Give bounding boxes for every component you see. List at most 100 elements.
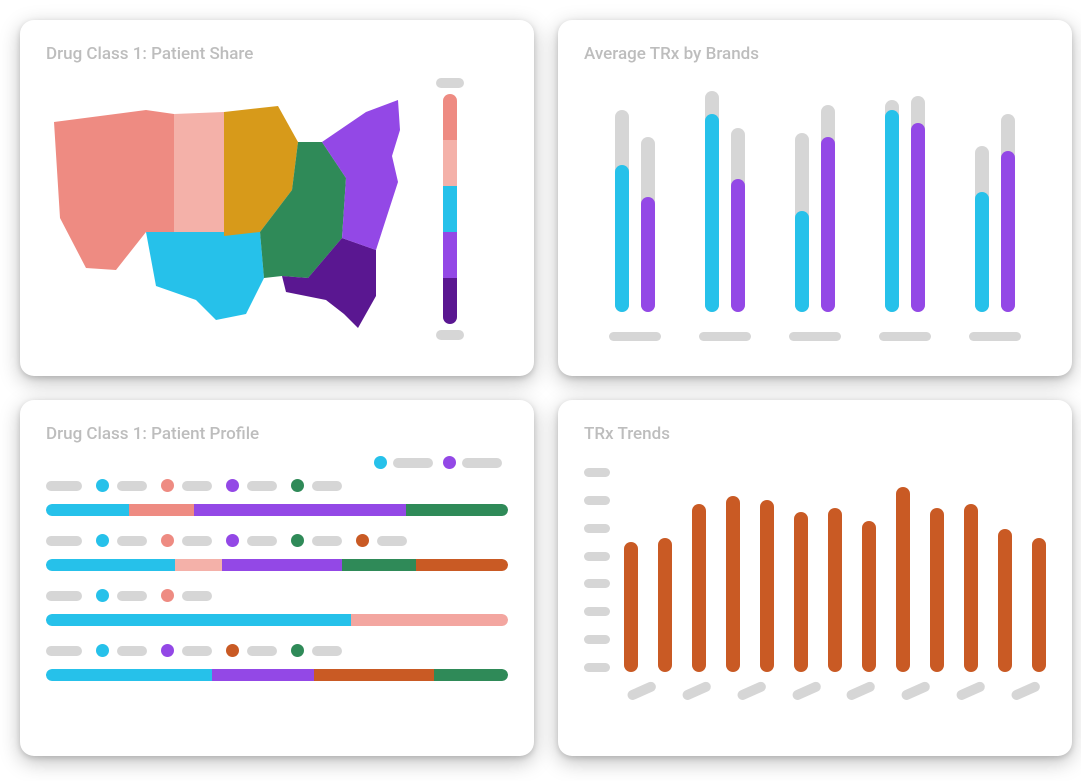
x-label-placeholder [609, 332, 661, 341]
bar-segment [406, 504, 508, 516]
legend-label-placeholder [462, 458, 502, 468]
trend-bar [828, 508, 842, 672]
colorbar-gradient [443, 94, 457, 324]
bar-segment [416, 559, 508, 571]
category-label-placeholder [182, 481, 212, 491]
trend-bar [896, 487, 910, 672]
category-dot [226, 479, 239, 492]
x-axis-labels [584, 332, 1046, 341]
bar-group [705, 82, 745, 312]
x-tick-placeholder [900, 680, 931, 701]
legend-item [374, 456, 433, 469]
x-label-placeholder [789, 332, 841, 341]
bar-segment [175, 559, 221, 571]
bar [821, 82, 835, 312]
bar-segment [342, 559, 416, 571]
category-label-placeholder [312, 481, 342, 491]
region-south-central [146, 232, 264, 320]
bar [615, 82, 629, 312]
bar-segment [46, 559, 175, 571]
category-label-placeholder [247, 536, 277, 546]
y-tick-placeholder [584, 635, 610, 644]
trend-bar [624, 542, 638, 672]
profile-stacked-bar [46, 504, 508, 516]
trend-bar [1032, 538, 1046, 672]
x-tick-placeholder [845, 680, 876, 701]
x-label-placeholder [969, 332, 1021, 341]
category-dot [161, 534, 174, 547]
x-tick-placeholder [1010, 680, 1041, 701]
dashboard-grid: Drug Class 1: Patient Share Average TRx … [0, 0, 1081, 776]
card-avg-trx-brands: Average TRx by Brands [558, 20, 1072, 376]
legend-label-placeholder [393, 458, 433, 468]
bar-segment [194, 504, 407, 516]
trend-bar [726, 496, 740, 672]
bar-segment [46, 504, 129, 516]
card-title: Drug Class 1: Patient Profile [46, 424, 508, 444]
row-label-placeholder [46, 536, 82, 546]
bar-segment [46, 669, 212, 681]
category-dot [226, 644, 239, 657]
profile-dot-row [46, 534, 508, 547]
category-dot [96, 589, 109, 602]
category-label-placeholder [117, 481, 147, 491]
trend-bar [930, 508, 944, 672]
profile-dot-row [46, 589, 508, 602]
bar-group [885, 82, 925, 312]
category-label-placeholder [182, 591, 212, 601]
y-tick-placeholder [584, 663, 610, 672]
grouped-bars [584, 82, 1046, 312]
x-tick-placeholder [626, 680, 657, 701]
category-label-placeholder [182, 536, 212, 546]
legend-dot [374, 456, 387, 469]
us-map [46, 82, 416, 332]
category-label-placeholder [247, 481, 277, 491]
card-title: Average TRx by Brands [584, 44, 1046, 64]
trend-bar [658, 538, 672, 672]
bar [1001, 82, 1015, 312]
legend-item [443, 456, 502, 469]
bar-segment [212, 669, 314, 681]
row-label-placeholder [46, 646, 82, 656]
category-dot [291, 479, 304, 492]
row-label-placeholder [46, 481, 82, 491]
region-mountain [174, 112, 224, 236]
bar-segment [351, 614, 508, 626]
card-trx-trends: TRx Trends [558, 400, 1072, 756]
bar-segment [314, 669, 434, 681]
category-label-placeholder [117, 591, 147, 601]
bar [731, 82, 745, 312]
bar [885, 82, 899, 312]
bar [705, 82, 719, 312]
category-dot [96, 644, 109, 657]
category-label-placeholder [247, 646, 277, 656]
y-tick-placeholder [584, 468, 610, 477]
category-dot [96, 534, 109, 547]
x-label-placeholder [879, 332, 931, 341]
bar-group [795, 82, 835, 312]
bar [911, 82, 925, 312]
row-label-placeholder [46, 591, 82, 601]
y-tick-placeholder [584, 607, 610, 616]
profile-dot-row [46, 479, 508, 492]
map-colorbar [436, 78, 464, 340]
bar-segment [222, 559, 342, 571]
x-tick-placeholder [955, 680, 986, 701]
category-dot [161, 589, 174, 602]
x-tick-placeholder [681, 680, 712, 701]
trend-bar [998, 529, 1012, 672]
category-label-placeholder [117, 646, 147, 656]
bar-group [975, 82, 1015, 312]
legend-dot [443, 456, 456, 469]
x-label-placeholder [699, 332, 751, 341]
profile-stacked-bar [46, 614, 508, 626]
x-axis-ticks [624, 692, 1046, 702]
bar [795, 82, 809, 312]
category-dot [161, 644, 174, 657]
card-patient-profile: Drug Class 1: Patient Profile [20, 400, 534, 756]
bar-group [615, 82, 655, 312]
category-dot [226, 534, 239, 547]
category-label-placeholder [377, 536, 407, 546]
y-axis-ticks [584, 462, 610, 702]
card-title: Drug Class 1: Patient Share [46, 44, 508, 64]
